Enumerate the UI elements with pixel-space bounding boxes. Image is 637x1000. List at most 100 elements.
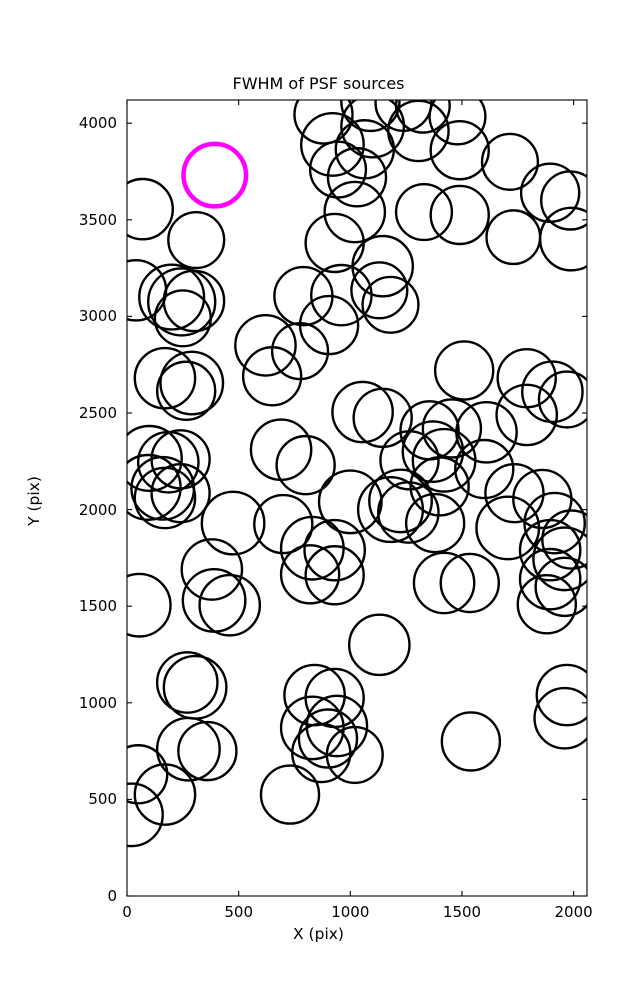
psf-source-circle: [439, 552, 500, 614]
psf-source-circle: [394, 182, 454, 242]
psf-source-circle: [532, 526, 587, 592]
psf-source-circle: [153, 289, 212, 348]
psf-source-circle: [279, 544, 341, 605]
psf-source-circle: [368, 468, 433, 534]
y-tick-label: 3000: [78, 307, 117, 326]
psf-source-circle: [534, 556, 587, 618]
y-tick-label: 2000: [78, 500, 117, 519]
y-tick-label: 1500: [78, 597, 117, 616]
x-tick-label: 2000: [554, 903, 593, 921]
psf-source-circle: [325, 725, 384, 785]
psf-source-circle: [275, 434, 336, 496]
psf-source-circle: [177, 720, 238, 782]
psf-source-circle: [518, 547, 582, 611]
psf-source-circle: [429, 119, 490, 181]
psf-source-circle: [440, 711, 502, 772]
psf-source-circle: [138, 263, 206, 331]
selected-source-circle[interactable]: [181, 141, 249, 209]
psf-source-circle: [404, 492, 466, 554]
psf-source-circle: [305, 694, 369, 758]
y-axis-label: Y (pix): [25, 476, 43, 526]
psf-source-circle: [323, 180, 387, 244]
y-tick-label: 2500: [78, 404, 117, 422]
psf-source-circle: [155, 360, 217, 421]
y-tick-label: 3500: [78, 210, 117, 229]
psf-source-circle: [127, 177, 174, 241]
psf-source-circle: [540, 170, 587, 231]
psf-source-circle: [299, 111, 365, 177]
psf-source-circle: [533, 686, 587, 750]
psf-source-circle: [351, 234, 415, 298]
psf-source-circle: [331, 380, 394, 444]
psf-source-circle: [411, 427, 477, 493]
psf-source-circle: [259, 764, 321, 825]
psf-source-circle: [291, 722, 352, 784]
psf-source-circle: [304, 545, 365, 606]
psf-source-circle: [340, 100, 406, 159]
psf-source-circle: [377, 481, 440, 544]
psf-source-circle: [127, 424, 183, 492]
x-tick-label: 1000: [331, 903, 370, 921]
psf-source-circle: [521, 360, 584, 424]
x-tick-label: 500: [224, 903, 254, 921]
y-tick-label: 0: [107, 887, 117, 905]
psf-source-circle: [298, 294, 360, 356]
psf-source-circle: [433, 340, 495, 401]
psf-source-circle: [155, 651, 219, 714]
psf-source-circle: [317, 469, 383, 535]
psf-source-circle: [485, 209, 542, 266]
psf-source-circle: [326, 147, 388, 208]
psf-source-circle: [428, 100, 487, 146]
psf-source-circle: [541, 509, 587, 570]
psf-source-circle: [150, 462, 211, 524]
psf-source-circle: [198, 573, 262, 637]
psf-source-circle: [234, 314, 297, 377]
psf-source-circle: [480, 132, 540, 191]
psf-source-circle: [421, 398, 483, 459]
psf-source-circle: [127, 782, 164, 848]
psf-source-circle: [127, 453, 182, 521]
psf-source-circle: [523, 491, 586, 555]
y-tick-label: 1000: [78, 693, 117, 712]
psf-source-circle: [347, 613, 411, 677]
psf-source-circle: [495, 383, 559, 447]
x-tick-label: 0: [122, 903, 132, 921]
psf-source-circle: [401, 420, 465, 483]
psf-source-circle: [133, 763, 197, 826]
psf-source-circle: [484, 462, 545, 524]
psf-source-circle: [308, 140, 368, 199]
psf-source-circles: [127, 100, 587, 848]
psf-source-circle: [167, 210, 226, 270]
x-tick-label: 1500: [442, 903, 482, 921]
psf-source-circle: [340, 100, 401, 133]
psf-source-circle: [200, 490, 266, 556]
psf-source-circle: [127, 572, 172, 638]
psf-source-circle: [409, 456, 470, 517]
psf-source-circle: [180, 538, 244, 601]
psf-source-circle: [279, 695, 345, 761]
psf-source-circle: [162, 269, 226, 333]
x-axis-label: X (pix): [293, 925, 344, 943]
y-tick-label: 500: [88, 790, 117, 809]
axes-frame: [126, 99, 588, 897]
y-tick-label: 4000: [78, 114, 117, 133]
psf-source-circle: [133, 346, 197, 410]
psf-source-circle: [361, 275, 420, 334]
psf-source-circle: [159, 350, 225, 416]
psf-source-circle: [475, 495, 541, 561]
psf-source-circle: [412, 551, 476, 615]
psf-source-circle: [303, 518, 367, 582]
psf-source-circle: [518, 518, 582, 582]
psf-source-circle: [454, 438, 515, 500]
psf-source-circle: [253, 493, 314, 555]
chart-title: FWHM of PSF sources: [232, 74, 405, 93]
psf-source-circle: [516, 574, 578, 635]
psf-source-circle: [293, 100, 354, 145]
psf-source-circle: [297, 708, 359, 769]
psf-source-circle: [350, 261, 409, 320]
psf-source-circle: [241, 346, 303, 407]
psf-source-circle: [310, 263, 373, 327]
psf-source-circle: [147, 267, 217, 337]
